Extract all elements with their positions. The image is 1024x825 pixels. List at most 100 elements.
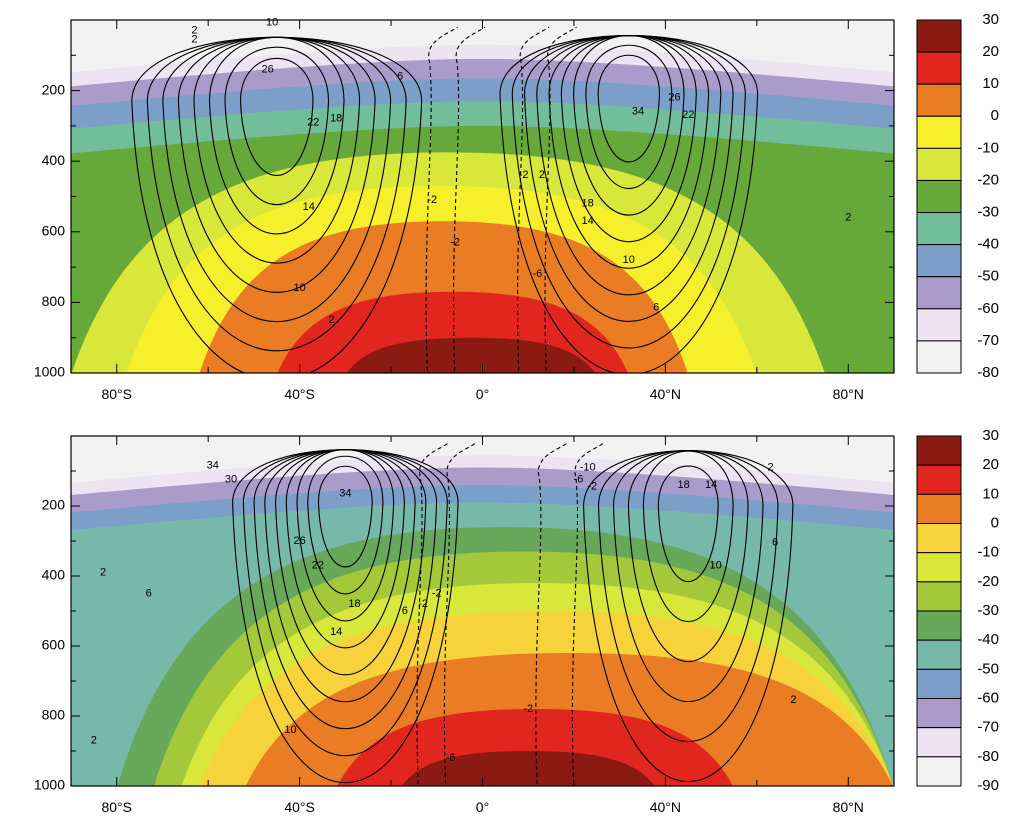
bottom-colorbar-label: -20 <box>977 573 999 590</box>
top-jet-contour <box>499 35 759 373</box>
bottom-jet-contour <box>296 449 395 622</box>
bottom-colorbar-label: -60 <box>977 689 999 706</box>
top-colorbar-box <box>916 308 962 342</box>
bottom-wind-contours <box>232 442 794 786</box>
bottom-y-tick-label: 1000 <box>34 777 65 793</box>
top-contour-label: 6 <box>397 70 403 82</box>
bottom-y-tick-label: 600 <box>42 637 66 653</box>
bottom-colorbar-box <box>916 727 962 758</box>
bottom-axes: 200 400 600 800 1000 80°S 40°S 0° 40°N 80°N <box>34 436 894 815</box>
top-contour-label: 2 <box>329 314 335 326</box>
bottom-contour-label: -2 <box>587 481 597 493</box>
bottom-contour-label: -6 <box>574 474 584 486</box>
top-contour-label: 34 <box>632 106 644 118</box>
top-colorbar-label: -80 <box>977 364 999 381</box>
bottom-contour-label: 34 <box>207 460 219 472</box>
top-y-tick-label: 600 <box>42 223 66 239</box>
bottom-jet-contour <box>253 449 438 730</box>
top-contour-label: 2 <box>845 212 851 224</box>
top-x-tick-label: 40°N <box>650 386 681 402</box>
top-jet-contour <box>208 36 345 235</box>
bottom-contour-label: 10 <box>710 559 722 571</box>
top-colorbar-label: -50 <box>977 268 999 285</box>
bottom-colorbar-box <box>916 552 962 583</box>
top-colorbar-box <box>916 212 962 246</box>
bottom-contour-label: 10 <box>284 724 296 736</box>
top-colorbar-box <box>916 115 962 149</box>
top-colorbar-label: 10 <box>982 75 999 92</box>
top-contour-label: 14 <box>582 215 594 227</box>
top-contour-label: 22 <box>307 116 319 128</box>
bottom-contour-label: 18 <box>348 598 360 610</box>
bottom-jet-contour <box>317 465 373 568</box>
bottom-colorbar-box <box>916 756 962 787</box>
bottom-contour-label: 2 <box>100 566 106 578</box>
top-contour-label: -2 <box>450 236 460 248</box>
bottom-colorbar-box <box>916 639 962 670</box>
bottom-x-tick-label: 40°S <box>284 799 315 815</box>
bottom-jet-contour <box>264 449 427 703</box>
bottom-contour-label: 14 <box>330 626 342 638</box>
bottom-colorbar-label: 0 <box>991 514 999 531</box>
bottom-colorbar-label: -80 <box>977 748 999 765</box>
top-colorbar-box <box>916 276 962 310</box>
top-colorbar-label: -60 <box>977 300 999 317</box>
bottom-colorbar-label: -10 <box>977 544 999 561</box>
bottom-jet-contour <box>627 450 749 662</box>
top-contour-label: 18 <box>582 197 594 209</box>
top-y-tick-label: 800 <box>42 293 66 309</box>
bottom-contour-label: 6 <box>146 587 152 599</box>
bottom-contour-label: 18 <box>678 479 690 491</box>
top-contour-label: 14 <box>303 201 315 213</box>
top-colorbar-label: 20 <box>982 43 999 60</box>
top-jet-contour <box>239 57 314 176</box>
top-jet-contour <box>162 36 392 322</box>
bottom-colorbar-box <box>916 435 962 466</box>
top-contour-label: 26 <box>668 92 680 104</box>
top-contour-label: 10 <box>266 17 278 29</box>
top-contour-label: 18 <box>330 113 342 125</box>
bottom-colorbar-box <box>916 698 962 729</box>
bottom-contour-label: 2 <box>767 461 773 473</box>
bottom-contour-label: 2 <box>91 734 97 746</box>
top-colorbar: 30 20 10 0 -10 -20 -30 -40 -50 -60 -70 -80 <box>916 11 999 381</box>
bottom-easterly-contour <box>535 442 568 786</box>
bottom-colorbar-box <box>916 610 962 641</box>
bottom-easterly-contour <box>416 442 449 786</box>
top-jet-contour <box>585 44 673 189</box>
bottom-temperature-field <box>71 436 894 786</box>
bottom-contour-label: 30 <box>225 474 237 486</box>
top-jet-contour <box>523 34 734 322</box>
top-colorbar-box <box>916 19 962 53</box>
bottom-contour-label: 6 <box>772 537 778 549</box>
bottom-colorbar-label: -70 <box>977 719 999 736</box>
top-colorbar-label: -20 <box>977 171 999 188</box>
top-easterly-contour <box>425 26 458 373</box>
bottom-jet-contour <box>597 450 779 742</box>
bottom-jet-contour <box>583 450 794 782</box>
top-y-tick-label: 1000 <box>34 364 65 380</box>
top-x-tick-label: 0° <box>476 386 489 402</box>
bottom-y-tick-label: 200 <box>42 497 66 513</box>
top-x-tick-label: 40°S <box>284 386 315 402</box>
top-jet-contour <box>548 34 710 269</box>
bottom-band-30 <box>401 751 655 786</box>
top-colorbar-box <box>916 179 962 214</box>
top-contour-label: 6 <box>653 302 659 314</box>
bottom-jet-contour <box>612 449 764 703</box>
top-contour-label: 2 <box>539 169 545 181</box>
top-x-tick-label: 80°N <box>833 386 864 402</box>
top-colorbar-box <box>916 340 962 374</box>
bottom-easterly-contour <box>443 442 477 786</box>
bottom-contour-label: 2 <box>790 694 796 706</box>
top-jet-contour <box>177 36 376 293</box>
top-colorbar-box <box>916 244 962 278</box>
bottom-colorbar-label: -30 <box>977 602 999 619</box>
top-easterly-contour <box>452 26 486 373</box>
top-jet-contour <box>597 54 661 163</box>
top-jet-contour <box>573 35 685 216</box>
